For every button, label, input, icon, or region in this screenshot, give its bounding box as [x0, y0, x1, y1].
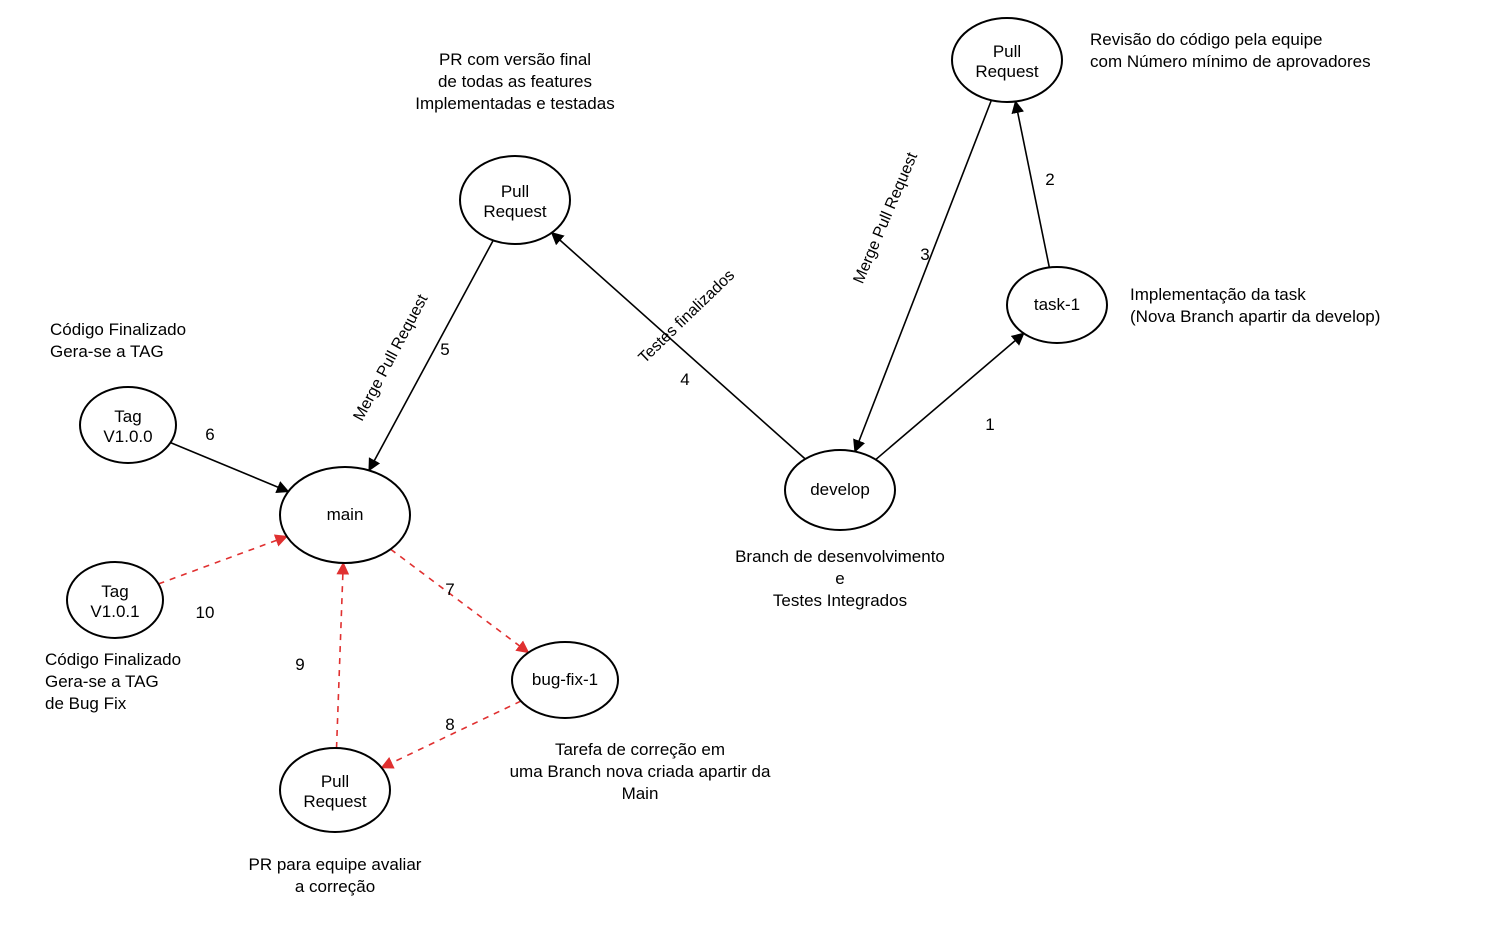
annotation-line: Main	[622, 784, 659, 803]
node-pr_bottom: PullRequest	[280, 748, 390, 832]
annotation-a_pr_top_right: Revisão do código pela equipe com Número …	[1090, 30, 1371, 71]
edge-e7	[391, 549, 529, 652]
annotation-line: PR com versão final	[439, 50, 591, 69]
annotation-line: Implementação da task	[1130, 285, 1306, 304]
annotation-a_tag100: Código Finalizado Gera-se a TAG	[50, 320, 186, 361]
node-label-pr_top_mid-l1: Pull	[501, 182, 529, 201]
edge-e3	[855, 100, 991, 451]
edge-number-e7: 7	[445, 580, 454, 599]
node-label-develop: develop	[810, 480, 870, 499]
edge-e10	[158, 536, 286, 583]
annotation-line: Gera-se a TAG	[50, 342, 164, 361]
annotation-line: Gera-se a TAG	[45, 672, 159, 691]
edge-label-e4: Testes finalizados	[636, 267, 739, 367]
edge-number-e5: 5	[440, 340, 449, 359]
node-label-pr_top_right-l2: Request	[975, 62, 1039, 81]
edge-e8	[382, 701, 521, 768]
annotation-line: Branch de desenvolvimento	[735, 547, 945, 566]
node-tag_v101: TagV1.0.1	[67, 562, 163, 638]
annotation-line: com Número mínimo de aprovadores	[1090, 52, 1371, 71]
edge-e6	[171, 443, 289, 492]
edge-number-e4: 4	[680, 370, 689, 389]
annotation-a_pr_bottom: PR para equipe avaliar a correção	[249, 855, 422, 896]
annotation-a_task1: Implementação da task (Nova Branch aparti…	[1130, 285, 1380, 326]
annotation-line: Revisão do código pela equipe	[1090, 30, 1323, 49]
node-label-pr_top_mid-l2: Request	[483, 202, 547, 221]
node-main: main	[280, 467, 410, 563]
node-bugfix1: bug-fix-1	[512, 642, 618, 718]
edge-number-e2: 2	[1045, 170, 1054, 189]
edge-e4	[552, 233, 806, 459]
node-label-tag_v101-l1: Tag	[101, 582, 128, 601]
annotation-line: de todas as features	[438, 72, 592, 91]
node-label-tag_v100-l1: Tag	[114, 407, 141, 426]
edge-number-e10: 10	[196, 603, 215, 622]
annotation-a_pr_top_mid: PR com versão final de todas as features I…	[415, 50, 614, 113]
node-tag_v100: TagV1.0.0	[80, 387, 176, 463]
annotation-a_bugfix: Tarefa de correção em uma Branch nova cri…	[510, 740, 771, 803]
edge-label-e5: Merge Pull Request	[351, 291, 432, 424]
node-label-pr_bottom-l1: Pull	[321, 772, 349, 791]
annotation-line: e	[835, 569, 844, 588]
node-pr_top_right: PullRequest	[952, 18, 1062, 102]
node-task1: task-1	[1007, 267, 1107, 343]
edge-e2	[1015, 101, 1049, 267]
annotation-line: Testes Integrados	[773, 591, 907, 610]
edge-number-e3: 3	[920, 245, 929, 264]
annotation-line: Código Finalizado	[45, 650, 181, 669]
annotation-a_develop: Branch de desenvolvimento e Testes Integra…	[735, 547, 945, 610]
annotation-line: Tarefa de correção em	[555, 740, 725, 759]
node-label-tag_v100-l2: V1.0.0	[103, 427, 152, 446]
node-label-pr_bottom-l2: Request	[303, 792, 367, 811]
annotation-a_tag101: Código Finalizado Gera-se a TAG de Bug Fix	[45, 650, 181, 713]
annotation-line: Código Finalizado	[50, 320, 186, 339]
edge-number-e6: 6	[205, 425, 214, 444]
edge-number-e1: 1	[985, 415, 994, 434]
edge-e9	[337, 563, 344, 748]
edge-e1	[876, 333, 1024, 459]
node-develop: develop	[785, 450, 895, 530]
annotation-line: PR para equipe avaliar	[249, 855, 422, 874]
annotation-line: uma Branch nova criada apartir da	[510, 762, 771, 781]
annotation-line: de Bug Fix	[45, 694, 127, 713]
edge-label-e3: Merge Pull Request	[851, 150, 922, 286]
node-pr_top_mid: PullRequest	[460, 156, 570, 244]
annotation-line: Implementadas e testadas	[415, 94, 614, 113]
annotation-line: (Nova Branch apartir da develop)	[1130, 307, 1380, 326]
node-label-main: main	[327, 505, 364, 524]
node-label-task1: task-1	[1034, 295, 1080, 314]
annotation-line: a correção	[295, 877, 375, 896]
node-label-pr_top_right-l1: Pull	[993, 42, 1021, 61]
node-label-bugfix1: bug-fix-1	[532, 670, 598, 689]
node-label-tag_v101-l2: V1.0.1	[90, 602, 139, 621]
edge-number-e8: 8	[445, 715, 454, 734]
edge-number-e9: 9	[295, 655, 304, 674]
